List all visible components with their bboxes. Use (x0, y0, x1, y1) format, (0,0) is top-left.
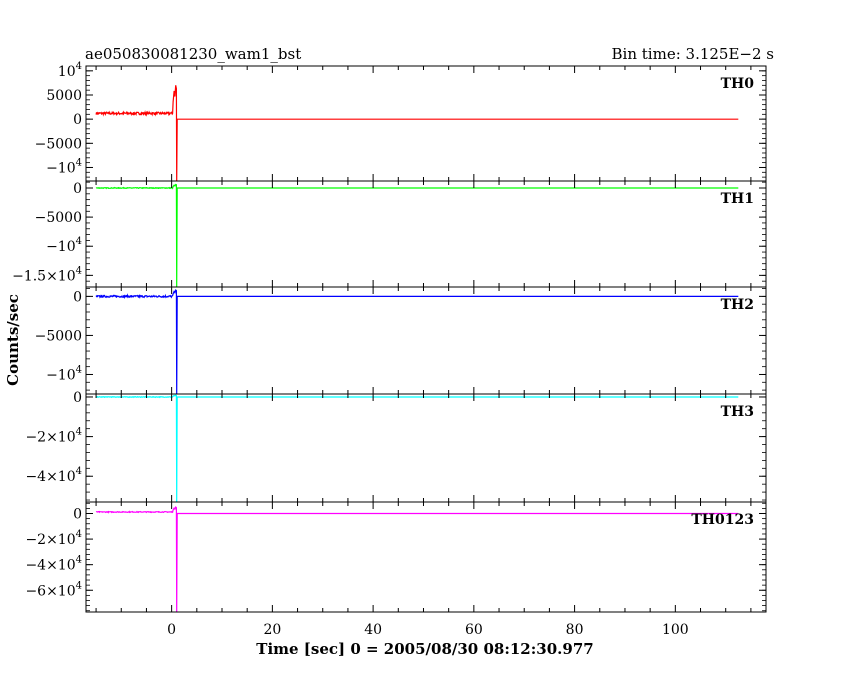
y-tick-label: −104 (46, 157, 82, 176)
x-tick-label: 40 (364, 622, 382, 638)
y-tick-label: −5000 (35, 328, 82, 344)
panel-th0: 104 5000 0 −5000 −104 TH0 (35, 61, 767, 182)
series-line-th1 (95, 183, 739, 288)
y-tick-label: −104 (46, 364, 82, 383)
x-tick-label: 0 (167, 622, 176, 638)
x-tick-label: 60 (465, 622, 483, 638)
panel-frame (85, 501, 767, 613)
y-tick-label: −2×104 (25, 529, 82, 548)
y-tick-label: −2×104 (25, 427, 82, 446)
panel-frame (85, 286, 767, 395)
y-tick-label: −6×104 (25, 580, 82, 599)
y-tick-label: −1.5×104 (12, 265, 82, 284)
panel-th2: 0 −5000 −104 TH2 (35, 286, 767, 395)
y-tick-label: −5000 (35, 210, 82, 226)
y-tick-label: 0 (73, 289, 82, 305)
chart-subtitle: Bin time: 3.125E−2 s (612, 45, 774, 63)
panel-th1: 0 −5000 −104 −1.5×104 TH1 (12, 180, 767, 288)
x-tick-label: 100 (662, 622, 689, 638)
panel-label-th1: TH1 (721, 191, 754, 207)
series-line-th2 (95, 289, 739, 395)
y-tick-label: 104 (58, 61, 82, 80)
y-tick-label: −4×104 (25, 466, 82, 485)
series-line-th0 (95, 85, 739, 182)
y-tick-label: 0 (73, 181, 82, 197)
panels-group: 104 5000 0 −5000 −104 TH0 0 −5000 −104 −1.5×104 TH… (12, 61, 767, 613)
y-tick-label: 0 (73, 390, 82, 406)
panel-frame (85, 393, 767, 503)
panel-th3: 0 −2×104 −4×104 TH3 (25, 390, 767, 503)
panel-th0123: 0 −2×104 −4×104 −6×104 TH0123 (25, 501, 767, 613)
y-tick-label: 5000 (46, 88, 82, 104)
y-tick-label: 0 (73, 507, 82, 523)
y-axis-label: Counts/sec (4, 294, 22, 386)
panel-frame (85, 180, 767, 288)
x-tick-label: 20 (263, 622, 281, 638)
panel-label-th2: TH2 (721, 297, 754, 313)
series-line-th0123 (95, 506, 739, 613)
series-line-th3 (95, 394, 739, 503)
panel-label-th0: TH0 (721, 76, 755, 92)
y-tick-label: 0 (73, 112, 82, 128)
panel-frame (85, 65, 767, 182)
chart-title: ae050830081230_wam1_bst (85, 45, 301, 63)
y-tick-label: −104 (46, 236, 82, 255)
x-axis-label: Time [sec] 0 = 2005/08/30 08:12:30.977 (256, 640, 593, 658)
x-tick-label: 80 (566, 622, 584, 638)
x-axis: 0 20 40 60 80 100 (167, 622, 689, 638)
panel-label-th0123: TH0123 (691, 512, 754, 528)
y-tick-label: −4×104 (25, 555, 82, 574)
panel-label-th3: TH3 (721, 404, 754, 420)
y-tick-label: −5000 (35, 136, 82, 152)
